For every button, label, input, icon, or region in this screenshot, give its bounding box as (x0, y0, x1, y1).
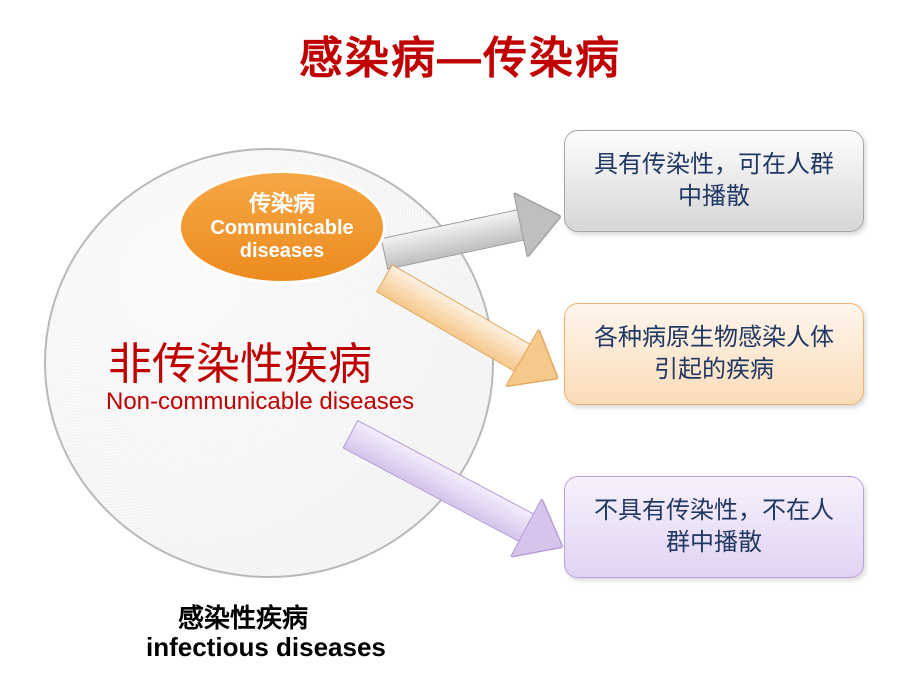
caption-cn: 感染性疾病 (178, 598, 308, 635)
inner-ellipse-label-en1: Communicable (210, 217, 353, 240)
box-communicable: 具有传染性，可在人群中播散 (564, 130, 864, 232)
box-noncomm: 不具有传染性，不在人群中播散 (564, 476, 864, 578)
inner-ellipse-communicable: 传染病 Communicable diseases (178, 170, 386, 284)
slide-title: 感染病—传染病 (0, 22, 920, 86)
noncomm-label-en: Non-communicable diseases (106, 388, 414, 416)
box-pathogen: 各种病原生物感染人体引起的疾病 (564, 303, 864, 405)
noncomm-label-cn: 非传染性疾病 (108, 328, 372, 392)
arrow-to-communicable-head (514, 185, 566, 256)
inner-ellipse-label-cn: 传染病 (249, 191, 315, 216)
inner-ellipse-label-en2: diseases (240, 240, 325, 263)
caption-en: infectious diseases (146, 632, 386, 663)
